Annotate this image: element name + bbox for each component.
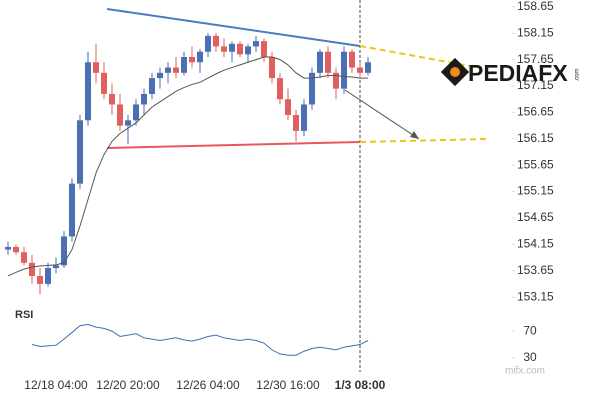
x-tick-label: 12/30 16:00 <box>256 378 320 392</box>
candle-body <box>333 72 339 89</box>
support-line <box>106 141 361 149</box>
candle-body <box>197 51 203 63</box>
candle-body <box>93 62 99 73</box>
candle-body <box>269 56 275 79</box>
y-tick-label: 158.15 <box>517 25 554 39</box>
support-projection <box>359 138 488 143</box>
candle-body <box>13 246 19 253</box>
candle-body <box>109 93 115 105</box>
candle-body <box>309 72 315 105</box>
logo: PEDIAFX .com <box>440 57 581 87</box>
candle-body <box>189 56 195 63</box>
y-tick-label: 158.65 <box>517 0 554 13</box>
candle-body <box>77 120 83 184</box>
candle-body <box>181 56 187 73</box>
candle-body <box>229 43 235 52</box>
candle-body <box>45 268 51 284</box>
rsi-tick-label: 30 <box>523 350 537 364</box>
candle-body <box>213 35 219 47</box>
candle-body <box>69 183 75 237</box>
rsi-line <box>31 323 369 356</box>
watermark: mifx.com <box>505 366 545 377</box>
y-tick-label: 156.15 <box>517 131 554 145</box>
forecast-arrow <box>344 89 420 140</box>
candle-body <box>237 43 243 55</box>
candle-body <box>53 265 59 269</box>
candle-body <box>101 72 107 94</box>
x-tick-label: 12/18 04:00 <box>24 378 88 392</box>
x-tick-label: 12/26 04:00 <box>176 378 240 392</box>
candle-body <box>133 104 139 121</box>
rsi-label: RSI <box>15 309 33 321</box>
candle-body <box>37 275 43 284</box>
candle-body <box>245 46 251 55</box>
y-tick-label: 154.15 <box>517 236 554 250</box>
candle-body <box>141 93 147 105</box>
candle-body <box>325 51 331 73</box>
x-tick-label: 1/3 08:00 <box>335 378 386 392</box>
candle-body <box>125 120 131 126</box>
y-tick-label: 153.65 <box>517 263 554 277</box>
y-tick-label: 157.65 <box>517 52 554 66</box>
candle-body <box>221 46 227 52</box>
resistance-line <box>106 8 361 47</box>
y-tick-label: 155.15 <box>517 184 554 198</box>
candle-body <box>285 99 291 116</box>
y-tick-label: 157.15 <box>517 78 554 92</box>
candle-body <box>85 62 91 121</box>
y-tick-label: 153.15 <box>517 289 554 303</box>
y-tick-label: 155.65 <box>517 157 554 171</box>
candle-body <box>21 252 27 263</box>
candle-body <box>317 51 323 73</box>
candle-body <box>205 35 211 52</box>
x-tick-label: 12/20 20:00 <box>96 378 160 392</box>
candle-body <box>29 262 35 276</box>
candle-body <box>277 78 283 100</box>
candle-body <box>341 51 347 89</box>
candle-body <box>5 246 11 250</box>
candle-body <box>61 236 67 266</box>
candle-body <box>165 67 171 73</box>
candle-body <box>357 67 363 73</box>
logo-suffix: .com <box>575 68 581 81</box>
candle-body <box>349 51 355 68</box>
logo-text: PEDIAFX <box>468 60 568 86</box>
candle-body <box>261 41 267 57</box>
rsi-tick-label: 70 <box>523 323 537 337</box>
candle-body <box>117 104 123 126</box>
candle-body <box>157 72 163 79</box>
y-tick-label: 156.65 <box>517 105 554 119</box>
candle-body <box>253 41 259 47</box>
candle-body <box>293 115 299 131</box>
candle-body <box>149 78 155 94</box>
y-tick-label: 154.65 <box>517 210 554 224</box>
candle-body <box>365 62 371 73</box>
candle-body <box>301 104 307 131</box>
moving-average <box>7 56 368 277</box>
candle-body <box>173 67 179 73</box>
